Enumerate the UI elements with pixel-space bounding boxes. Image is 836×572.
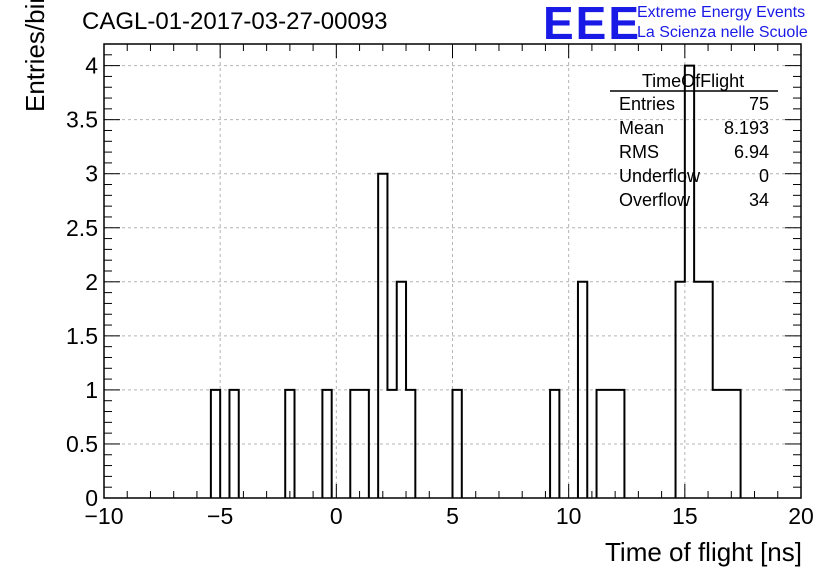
stats-label: Overflow: [619, 190, 691, 210]
stats-value: 34: [749, 190, 769, 210]
stats-value: 0: [759, 166, 769, 186]
stats-box: TimeOfFlight Entries 75 Mean 8.193 RMS 6.94 Und…: [610, 71, 778, 210]
y-tick-label: 1: [85, 377, 98, 403]
x-tick-label: 5: [446, 503, 459, 529]
y-tick-label: 3.5: [66, 107, 98, 133]
y-tick-label: 0: [85, 485, 98, 511]
histogram-bars: [209, 64, 742, 498]
x-axis-label: Time of flight [ns]: [605, 537, 802, 567]
y-tick-label: 1.5: [66, 323, 98, 349]
y-axis-label: Entries/bin: [20, 0, 50, 112]
eee-logo-text: Extreme Energy Events La Scienza nelle S…: [637, 3, 808, 43]
x-tick-label: 0: [330, 503, 343, 529]
y-tick-label: 2: [85, 269, 98, 295]
y-tick-label: 2.5: [66, 215, 98, 241]
stats-name: TimeOfFlight: [642, 71, 744, 91]
x-tick-label: 20: [788, 503, 814, 529]
stats-value: 75: [749, 94, 769, 114]
axis-ticks: −10 −5 0 5 10 15 20 0 0.5 1 1.5 2 2.5 3 3.5 4: [66, 43, 814, 529]
y-tick-label: 0.5: [66, 431, 98, 457]
stats-label: RMS: [619, 142, 659, 162]
chart-title: CAGL-01-2017-03-27-00093: [82, 8, 388, 35]
stats-value: 8.193: [724, 118, 769, 138]
stats-label: Underflow: [619, 166, 701, 186]
eee-logo: EEE: [543, 0, 642, 49]
eee-logo-line1: Extreme Energy Events: [637, 4, 806, 21]
x-tick-label: −10: [84, 503, 123, 529]
stats-label: Entries: [619, 94, 675, 114]
y-tick-label: 4: [85, 53, 98, 79]
x-tick-label: 10: [556, 503, 582, 529]
y-tick-label: 3: [85, 161, 98, 187]
stats-value: 6.94: [734, 142, 769, 162]
stats-label: Mean: [619, 118, 664, 138]
eee-logo-line2: La Scienza nelle Scuole: [637, 24, 808, 41]
x-tick-label: −5: [207, 503, 233, 529]
x-tick-label: 15: [672, 503, 698, 529]
histogram-outline: [209, 64, 742, 498]
